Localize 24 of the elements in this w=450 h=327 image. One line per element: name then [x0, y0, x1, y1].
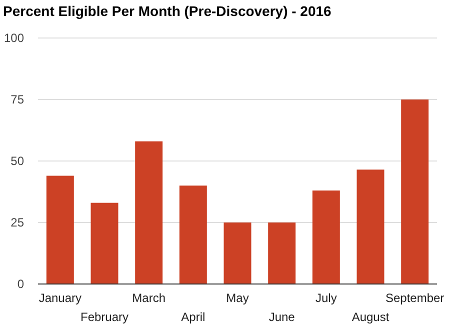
x-tick-label: September [385, 291, 444, 305]
x-tick-label: April [181, 310, 206, 324]
x-tick-label: May [226, 291, 249, 305]
x-tick-label: July [315, 291, 337, 305]
bar [224, 222, 252, 284]
x-tick-label: August [352, 310, 390, 324]
bar [135, 141, 163, 284]
bar [179, 186, 207, 284]
x-tick-label: June [268, 310, 296, 324]
y-tick-label: 0 [17, 277, 24, 292]
bar [46, 176, 74, 284]
chart-title: Percent Eligible Per Month (Pre-Discovery) - 2016 [3, 3, 332, 19]
y-tick-label: 25 [10, 216, 24, 230]
y-tick-label: 50 [10, 154, 24, 168]
bar [312, 190, 340, 284]
bar [356, 170, 384, 284]
y-tick-label: 75 [10, 92, 24, 107]
bar [401, 100, 429, 284]
x-tick-label: February [80, 310, 129, 324]
x-tick-label: March [132, 291, 166, 305]
bar [90, 202, 118, 284]
x-tick-label: January [38, 291, 82, 305]
y-tick-label: 100 [4, 31, 24, 46]
bar [268, 222, 296, 284]
